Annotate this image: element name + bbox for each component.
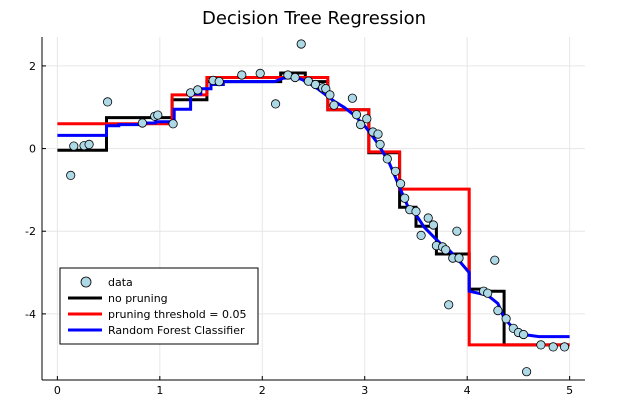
data-point	[454, 253, 464, 263]
data-point	[66, 170, 76, 180]
data-point	[518, 329, 529, 340]
data-point	[423, 213, 433, 223]
data-point	[351, 110, 362, 120]
data-point	[411, 206, 421, 216]
data-point	[548, 342, 558, 352]
data-point	[382, 154, 392, 164]
legend-label-2: pruning threshold = 0.05	[108, 308, 246, 321]
data-point	[390, 166, 401, 176]
data-point	[375, 139, 385, 149]
data-point	[428, 220, 438, 230]
data-point	[559, 342, 570, 352]
data-point	[444, 300, 454, 310]
data-point	[168, 119, 178, 129]
legend-label-data: data	[108, 276, 133, 289]
scatter-points	[66, 39, 570, 377]
data-point	[329, 100, 339, 110]
data-point	[373, 129, 383, 139]
axes	[41, 37, 585, 381]
data-point	[137, 118, 147, 128]
data-point	[452, 226, 462, 236]
x-tick-label: 5	[566, 384, 573, 397]
data-point	[296, 39, 306, 49]
y-tick-label: -2	[25, 225, 36, 238]
data-point	[493, 305, 503, 316]
data-point	[441, 245, 451, 255]
data-point	[237, 70, 247, 80]
data-point	[347, 93, 357, 103]
data-point	[395, 179, 406, 189]
data-point	[362, 114, 372, 124]
data-point	[501, 314, 511, 324]
legend-marker-data	[80, 276, 92, 288]
data-point	[416, 230, 426, 240]
x-tick-label: 2	[259, 384, 266, 397]
data-point	[103, 97, 113, 107]
data-point	[483, 288, 493, 298]
x-tick-label: 1	[156, 384, 163, 397]
y-tick-label: 2	[29, 60, 36, 73]
legend-label-3: Random Forest Classifier	[108, 324, 245, 337]
legend: data no pruning pruning threshold = 0.05 Ra…	[59, 267, 259, 345]
data-point	[521, 367, 532, 377]
data-point	[490, 255, 500, 265]
data-point	[214, 77, 224, 87]
data-point	[325, 90, 335, 100]
y-tick-label: -4	[25, 308, 36, 321]
data-point	[193, 85, 203, 95]
y-tick-label: 0	[29, 143, 36, 156]
data-point	[290, 72, 300, 83]
chart-title: Decision Tree Regression	[202, 8, 426, 29]
data-point	[400, 193, 410, 203]
data-point	[536, 340, 546, 350]
x-tick-label: 0	[54, 384, 61, 397]
data-point	[355, 120, 366, 130]
data-point	[270, 99, 281, 109]
data-point	[255, 68, 265, 79]
data-point	[153, 110, 163, 120]
tick-labels: 0 1 2 3 4 5 2 0 -2 -4	[25, 60, 573, 397]
x-tick-label: 3	[361, 384, 368, 397]
data-point	[84, 139, 94, 149]
data-point	[69, 141, 79, 151]
legend-label-1: no pruning	[108, 292, 168, 305]
x-tick-label: 4	[464, 384, 471, 397]
grid	[42, 37, 585, 380]
